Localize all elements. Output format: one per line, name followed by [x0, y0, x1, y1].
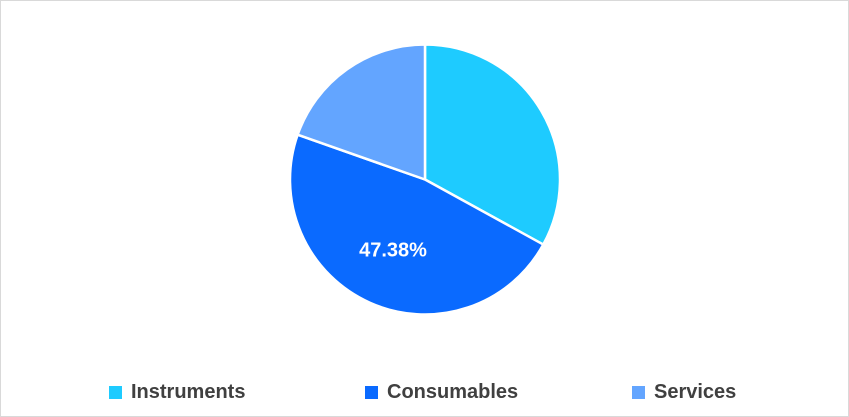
legend-swatch-services [632, 385, 645, 399]
legend-item-consumables: Consumables [365, 377, 518, 407]
pie-slice-services [296, 43, 427, 181]
legend-item-instruments: Instruments [109, 377, 245, 407]
legend-label-instruments: Instruments [131, 380, 246, 403]
legend: Instruments Consumables Services [1, 377, 848, 407]
pie-data-labels: 47.38% [359, 239, 427, 261]
legend-swatch-instruments [109, 385, 122, 399]
legend-label-consumables: Consumables [387, 380, 519, 403]
pie-slices [288, 43, 562, 316]
pie-slice-consumables [288, 133, 545, 316]
legend-label-services: Services [654, 380, 737, 403]
pie-slice-instruments [423, 43, 562, 246]
data-label-consumables: 47.38% [359, 239, 427, 261]
legend-swatch-consumables [365, 385, 378, 399]
legend-item-services: Services [632, 377, 736, 407]
